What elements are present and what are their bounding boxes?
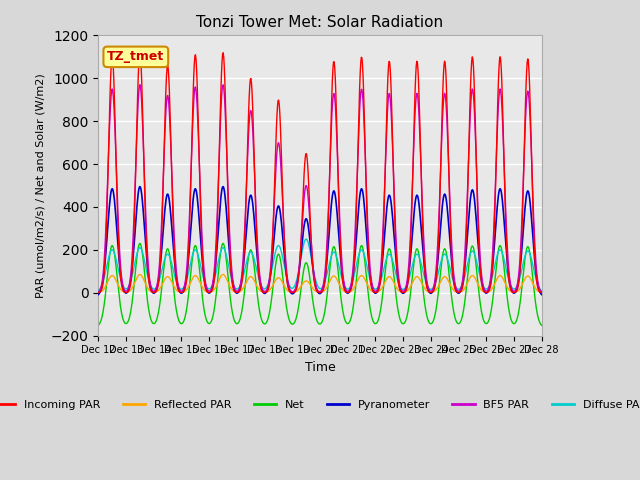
Text: TZ_tmet: TZ_tmet [108, 50, 164, 63]
Title: Tonzi Tower Met: Solar Radiation: Tonzi Tower Met: Solar Radiation [196, 15, 444, 30]
X-axis label: Time: Time [305, 361, 335, 374]
Y-axis label: PAR (umol/m2/s) / Net and Solar (W/m2): PAR (umol/m2/s) / Net and Solar (W/m2) [35, 73, 45, 298]
Legend: Incoming PAR, Reflected PAR, Net, Pyranometer, BF5 PAR, Diffuse PAR: Incoming PAR, Reflected PAR, Net, Pyrano… [0, 395, 640, 414]
